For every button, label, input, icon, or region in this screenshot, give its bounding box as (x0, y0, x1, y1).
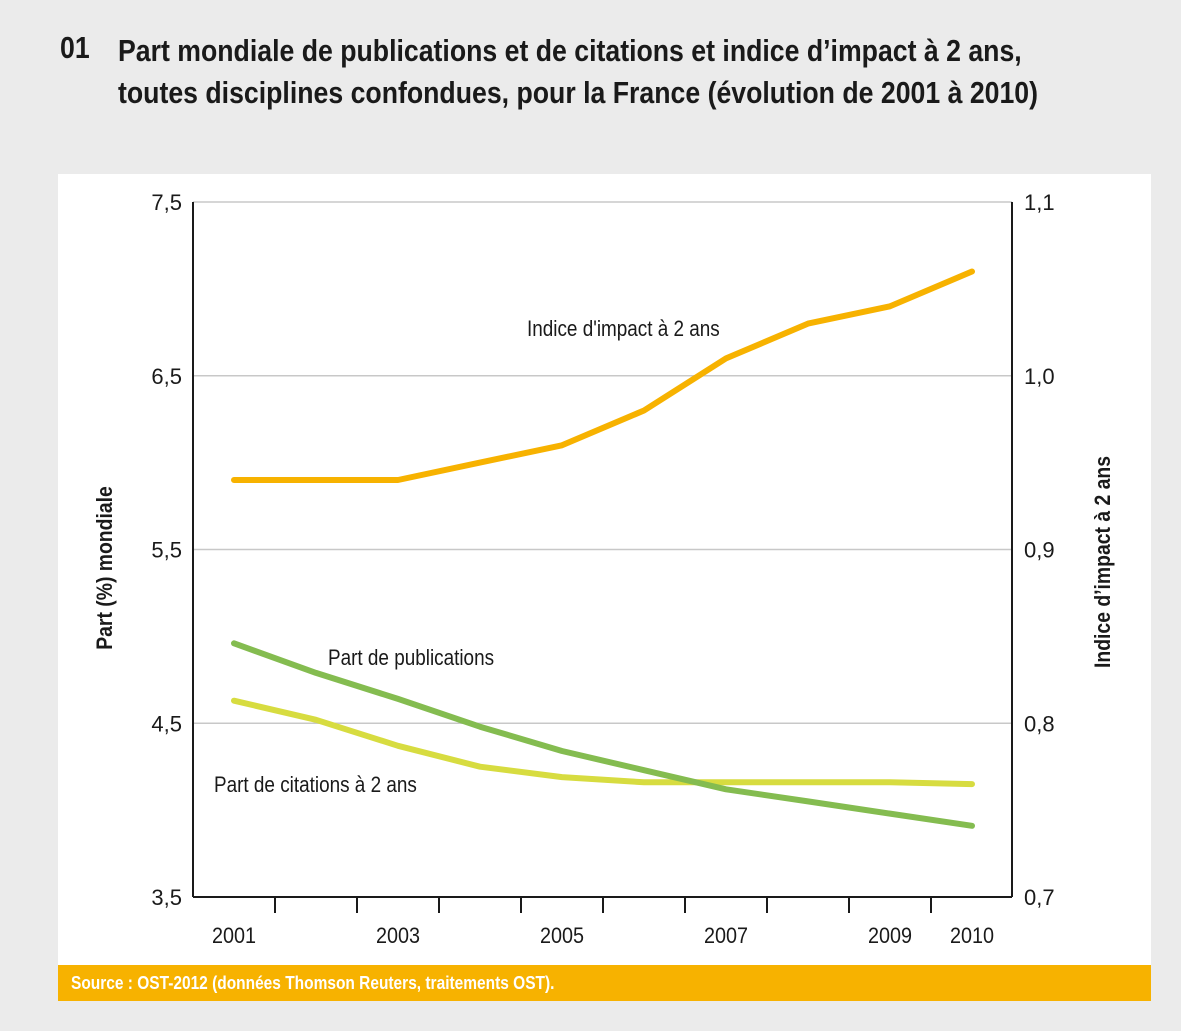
label-citations: Part de citations à 2 ans (214, 773, 417, 798)
figure-number: 01 (60, 30, 90, 65)
x-tick-label: 2001 (212, 924, 256, 948)
x-tick-label: 2010 (950, 924, 994, 948)
y-axis-right-ticks: 0,7 0,8 0,9 1,0 1,1 (1024, 190, 1055, 910)
y-axis-left-title: Part (%) mondiale (93, 486, 117, 649)
chart-panel (58, 174, 1151, 965)
y2-tick-label: 1,0 (1024, 364, 1055, 389)
series-line-indice-d-impact-2-ans (231, 268, 975, 483)
y2-tick-label: 0,7 (1024, 885, 1055, 910)
y2-tick-label: 1,1 (1024, 190, 1055, 215)
chart-title: Part mondiale de publications et de cita… (118, 33, 1039, 110)
gridlines (193, 201, 1012, 724)
x-tick-label: 2003 (376, 924, 420, 948)
y-tick-label: 5,5 (151, 538, 182, 563)
y-axis-left-ticks: 3,5 4,5 5,5 6,5 7,5 (151, 190, 182, 910)
y-tick-label: 6,5 (151, 364, 182, 389)
x-tick-label: 2005 (540, 924, 584, 948)
y-tick-label: 4,5 (151, 711, 182, 736)
series-lines (231, 268, 975, 829)
label-publications: Part de publications (328, 646, 494, 671)
series-line-part-de-publications (231, 640, 975, 829)
label-impact: Indice d'impact à 2 ans (527, 317, 720, 342)
source-text: Source : OST-2012 (données Thomson Reute… (71, 973, 555, 993)
x-axis-ticks: 2001 2003 2005 2007 2009 2010 (212, 897, 994, 948)
y-tick-label: 7,5 (151, 190, 182, 215)
x-tick-label: 2009 (868, 924, 912, 948)
y-axis-right-title: Indice d’impact à 2 ans (1091, 456, 1115, 668)
series-line-part-de-citations-2-ans (231, 697, 975, 788)
y2-tick-label: 0,8 (1024, 711, 1055, 736)
y-tick-label: 3,5 (151, 885, 182, 910)
y2-tick-label: 0,9 (1024, 538, 1055, 563)
source-bar: Source : OST-2012 (données Thomson Reute… (58, 965, 1151, 1001)
x-tick-label: 2007 (704, 924, 748, 948)
